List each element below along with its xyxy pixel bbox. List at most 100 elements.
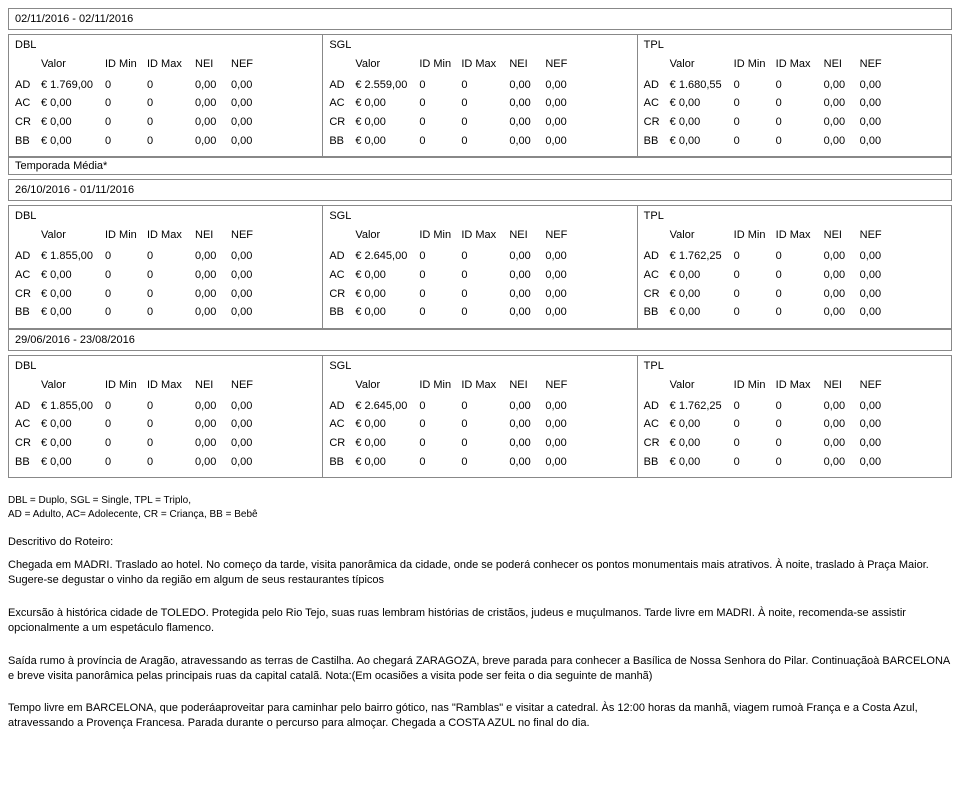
table-row: AD€ 2.645,00000,000,00 <box>329 397 630 416</box>
hdr-nef: NEF <box>231 226 267 245</box>
column-header-tpl: TPL <box>644 360 945 372</box>
hdr-valor: Valor <box>355 55 419 74</box>
table-row: CR€ 0,00000,000,00 <box>329 113 630 132</box>
cell-idmax: 0 <box>147 285 195 304</box>
cell-idmax: 0 <box>776 303 824 322</box>
hdr-valor: Valor <box>670 376 734 395</box>
cell-nei: 0,00 <box>509 94 545 113</box>
cell-nef: 0,00 <box>231 397 267 416</box>
hdr-idmax: ID Max <box>776 376 824 395</box>
cell-nei: 0,00 <box>509 397 545 416</box>
hdr-valor: Valor <box>355 376 419 395</box>
cell-nei: 0,00 <box>824 247 860 266</box>
price-column-sgl: SGLValorID MinID MaxNEINEFAD€ 2.645,0000… <box>322 355 636 478</box>
hdr-valor: Valor <box>670 55 734 74</box>
price-column-tpl: TPLValorID MinID MaxNEINEFAD€ 1.762,2500… <box>637 355 952 478</box>
cell-idmax: 0 <box>461 285 509 304</box>
cell-valor: € 1.680,55 <box>670 76 734 95</box>
itinerary-paragraph-3: Saída rumo à província de Aragão, atrave… <box>8 654 952 684</box>
cell-valor: € 0,00 <box>670 415 734 434</box>
cell-nei: 0,00 <box>195 113 231 132</box>
cell-idmax: 0 <box>461 247 509 266</box>
subheader-row: ValorID MinID MaxNEINEF <box>644 55 945 74</box>
hdr-nef: NEF <box>860 376 896 395</box>
cell-nef: 0,00 <box>860 266 896 285</box>
row-code: BB <box>15 453 41 472</box>
cell-valor: € 0,00 <box>41 285 105 304</box>
cell-valor: € 0,00 <box>41 434 105 453</box>
cell-valor: € 1.769,00 <box>41 76 105 95</box>
cell-idmin: 0 <box>419 285 461 304</box>
cell-idmax: 0 <box>776 113 824 132</box>
column-header-sgl: SGL <box>329 360 630 372</box>
cell-valor: € 0,00 <box>355 94 419 113</box>
cell-valor: € 0,00 <box>41 94 105 113</box>
cell-nef: 0,00 <box>231 113 267 132</box>
cell-nei: 0,00 <box>509 266 545 285</box>
cell-valor: € 2.645,00 <box>355 397 419 416</box>
cell-idmin: 0 <box>105 132 147 151</box>
price-table-1: DBLValorID MinID MaxNEINEFAD€ 1.769,0000… <box>8 34 952 157</box>
cell-idmin: 0 <box>105 76 147 95</box>
subheader-row: ValorID MinID MaxNEINEF <box>329 55 630 74</box>
table-row: AD€ 1.769,00000,000,00 <box>15 76 316 95</box>
table-row: BB€ 0,00000,000,00 <box>329 303 630 322</box>
cell-valor: € 0,00 <box>670 132 734 151</box>
hdr-nei: NEI <box>824 226 860 245</box>
row-code: BB <box>329 303 355 322</box>
cell-valor: € 2.645,00 <box>355 247 419 266</box>
cell-idmin: 0 <box>419 397 461 416</box>
cell-nei: 0,00 <box>509 434 545 453</box>
cell-nef: 0,00 <box>860 303 896 322</box>
cell-nef: 0,00 <box>545 303 581 322</box>
season-box: Temporada Média* <box>8 157 952 175</box>
hdr-idmax: ID Max <box>461 376 509 395</box>
cell-nei: 0,00 <box>509 415 545 434</box>
cell-nef: 0,00 <box>545 76 581 95</box>
hdr-nef: NEF <box>231 55 267 74</box>
row-code: AD <box>644 397 670 416</box>
cell-nef: 0,00 <box>545 94 581 113</box>
footnote-line-1: DBL = Duplo, SGL = Single, TPL = Triplo, <box>8 494 952 508</box>
row-code: AC <box>15 94 41 113</box>
cell-idmax: 0 <box>147 434 195 453</box>
row-code: AD <box>644 76 670 95</box>
cell-valor: € 0,00 <box>355 415 419 434</box>
cell-nef: 0,00 <box>860 397 896 416</box>
hdr-nei: NEI <box>509 55 545 74</box>
itinerary-paragraph-1: Chegada em MADRI. Traslado ao hotel. No … <box>8 558 952 588</box>
cell-nef: 0,00 <box>231 132 267 151</box>
hdr-nef: NEF <box>545 55 581 74</box>
cell-nef: 0,00 <box>231 303 267 322</box>
cell-nei: 0,00 <box>195 453 231 472</box>
column-header-dbl: DBL <box>15 210 316 222</box>
footnote-line-2: AD = Adulto, AC= Adolecente, CR = Crianç… <box>8 508 952 522</box>
cell-nei: 0,00 <box>195 76 231 95</box>
table-row: BB€ 0,00000,000,00 <box>15 453 316 472</box>
cell-nei: 0,00 <box>509 303 545 322</box>
cell-idmin: 0 <box>105 285 147 304</box>
cell-idmin: 0 <box>419 453 461 472</box>
cell-idmax: 0 <box>147 266 195 285</box>
itinerary-paragraph-4: Tempo livre em BARCELONA, que poderáapro… <box>8 701 952 731</box>
table-row: CR€ 0,00000,000,00 <box>644 285 945 304</box>
cell-valor: € 0,00 <box>41 266 105 285</box>
cell-nef: 0,00 <box>231 415 267 434</box>
cell-idmax: 0 <box>776 285 824 304</box>
table-row: BB€ 0,00000,000,00 <box>644 132 945 151</box>
cell-valor: € 0,00 <box>355 266 419 285</box>
hdr-idmin: ID Min <box>419 376 461 395</box>
hdr-idmax: ID Max <box>147 55 195 74</box>
table-row: BB€ 0,00000,000,00 <box>15 303 316 322</box>
cell-nei: 0,00 <box>824 94 860 113</box>
cell-nei: 0,00 <box>824 415 860 434</box>
cell-nei: 0,00 <box>824 434 860 453</box>
date-range-box-1: 02/11/2016 - 02/11/2016 <box>8 8 952 30</box>
cell-nef: 0,00 <box>860 94 896 113</box>
row-code: CR <box>644 113 670 132</box>
table-row: CR€ 0,00000,000,00 <box>15 434 316 453</box>
cell-nef: 0,00 <box>545 434 581 453</box>
cell-valor: € 0,00 <box>41 415 105 434</box>
cell-nei: 0,00 <box>824 303 860 322</box>
cell-nef: 0,00 <box>231 434 267 453</box>
